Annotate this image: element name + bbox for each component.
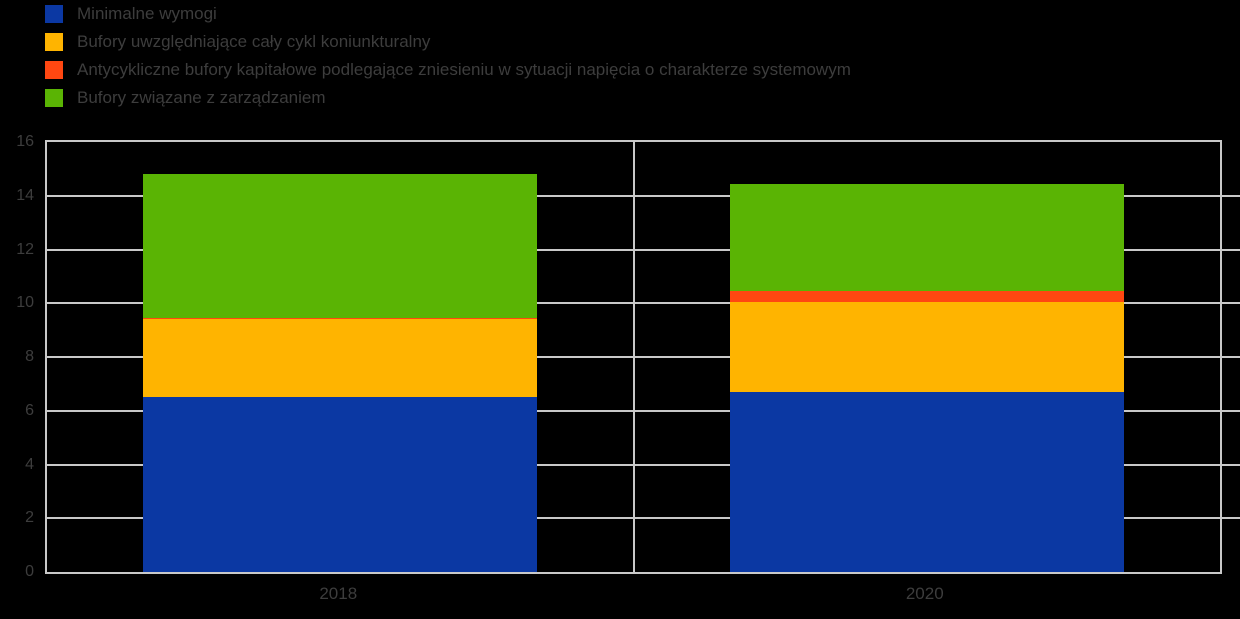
bar-segment	[143, 319, 538, 398]
legend-label: Minimalne wymogi	[77, 4, 217, 23]
legend-item: Antycykliczne bufory kapitałowe podlegaj…	[45, 61, 851, 79]
bar-segment	[729, 301, 1124, 392]
legend-swatch-icon	[45, 61, 63, 79]
legend-swatch-icon	[45, 89, 63, 107]
legend-item: Bufory związane z zarządzaniem	[45, 89, 851, 107]
gridline-y4	[47, 463, 1240, 466]
bar-segment	[729, 183, 1124, 292]
x-tick-label: 2018	[319, 584, 358, 603]
y-tick-label: 2	[25, 509, 34, 527]
y-tick-label: 10	[16, 294, 34, 312]
y-tick-label: 8	[25, 348, 34, 365]
x-tick-label: 2020	[905, 584, 944, 603]
bar-segment	[143, 397, 538, 572]
legend-label: Bufory uwzględniające cały cykl koniunkt…	[77, 32, 431, 51]
gridline-y8	[47, 356, 1240, 358]
bar-segment	[729, 291, 1124, 302]
gridline-y10	[47, 302, 1240, 305]
y-tick-label: 12	[16, 240, 34, 258]
legend-swatch-icon	[45, 5, 63, 23]
chart-legend: Minimalne wymogi Bufory uwzględniające ca…	[45, 5, 851, 117]
bar-segment	[143, 174, 538, 319]
plot-area	[45, 140, 1240, 574]
legend-item: Bufory uwzględniające cały cykl koniunkt…	[45, 33, 851, 51]
legend-label: Antycykliczne bufory kapitałowe podlegaj…	[77, 60, 851, 79]
gridline-y6	[47, 409, 1240, 412]
bar-2018	[143, 174, 538, 572]
gridline-y14	[47, 194, 1240, 197]
gridline-y12	[47, 248, 1240, 251]
y-tick-label: 16	[16, 133, 34, 150]
bar-2020	[729, 183, 1124, 572]
gridline-y2	[47, 517, 1240, 520]
legend-label: Bufory związane z zarządzaniem	[77, 88, 326, 107]
legend-item: Minimalne wymogi	[45, 5, 851, 23]
y-tick-label: 6	[25, 401, 34, 419]
legend-swatch-icon	[45, 33, 63, 51]
y-tick-label: 4	[25, 455, 34, 473]
y-tick-label: 14	[16, 186, 34, 204]
category-divider-line	[632, 142, 635, 572]
y-tick-label: 0	[25, 563, 34, 580]
bar-segment	[729, 391, 1124, 572]
bar-segment	[143, 318, 538, 320]
